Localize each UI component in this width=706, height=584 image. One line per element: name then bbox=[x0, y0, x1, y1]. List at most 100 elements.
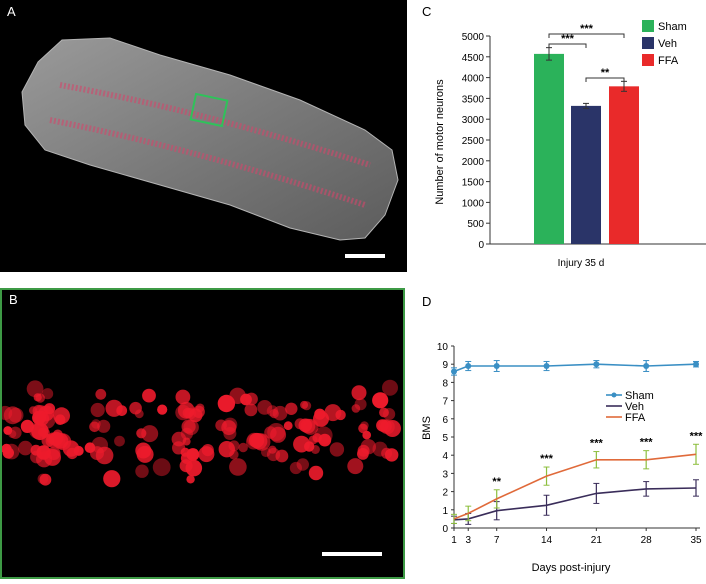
neuron-cell bbox=[257, 400, 273, 415]
spinal-cord-image bbox=[21, 37, 399, 258]
neuron-cell bbox=[182, 437, 191, 446]
neuron-cell bbox=[134, 409, 144, 419]
panel-letter-a: A bbox=[7, 4, 16, 19]
neuron-cell bbox=[335, 409, 346, 421]
motor-neuron-bar-chart: C Number of motor neurons Injury 35 d 0 5… bbox=[422, 4, 706, 269]
bar-veh bbox=[571, 105, 601, 244]
y-tick-label: 4000 bbox=[462, 74, 485, 85]
neuron-cell bbox=[141, 425, 159, 443]
neuron-cell bbox=[175, 389, 191, 405]
neuron-cell bbox=[54, 433, 72, 451]
neuron-cell bbox=[296, 458, 309, 471]
neuron-cell bbox=[20, 419, 34, 433]
panel-b-neuron-micrograph: B bbox=[0, 288, 405, 579]
neuron-cell bbox=[185, 459, 203, 477]
panel-a-spinal-cord-render: A bbox=[0, 0, 407, 272]
significance-label: *** bbox=[580, 23, 594, 35]
neuron-cell bbox=[135, 464, 149, 478]
neuron-cell bbox=[103, 470, 121, 488]
legend-label: Veh bbox=[658, 38, 677, 50]
significance-label: ** bbox=[492, 476, 501, 488]
neuron-cell bbox=[318, 433, 332, 447]
neuron-cell bbox=[362, 430, 372, 440]
panel-letter-d: D bbox=[422, 294, 431, 309]
significance-label: *** bbox=[540, 453, 554, 465]
data-point bbox=[451, 368, 457, 375]
neuron-cell bbox=[383, 408, 396, 421]
neuron-cell bbox=[302, 401, 312, 411]
data-point bbox=[465, 363, 472, 370]
neuron-cell bbox=[36, 451, 53, 468]
x-tick-label: 35 bbox=[690, 535, 702, 546]
y-tick-label: 5000 bbox=[462, 32, 485, 43]
neuron-cell bbox=[253, 433, 271, 451]
neuron-cell bbox=[18, 440, 33, 456]
neuron-cell bbox=[285, 402, 298, 415]
neuron-cell bbox=[221, 420, 237, 436]
legend-label: FFA bbox=[625, 412, 646, 424]
neuron-cell bbox=[372, 441, 388, 457]
legend-marker bbox=[611, 392, 617, 398]
x-tick-label: 14 bbox=[541, 535, 553, 546]
neuron-cell bbox=[114, 435, 125, 447]
legend-swatch bbox=[642, 54, 654, 66]
series-line-sham bbox=[453, 363, 697, 373]
neuron-cell bbox=[201, 444, 214, 457]
neuron-cell bbox=[283, 421, 293, 431]
neuron-cell bbox=[142, 388, 156, 403]
panel-c-bar-chart: C Number of motor neurons Injury 35 d 0 5… bbox=[418, 0, 706, 286]
significance-label: ** bbox=[601, 67, 610, 79]
neuron-cell bbox=[270, 426, 287, 443]
y-tick-label: 2 bbox=[442, 488, 448, 499]
significance-bracket bbox=[548, 43, 587, 48]
legend-label: Sham bbox=[658, 21, 687, 33]
neuron-cell bbox=[39, 473, 52, 486]
y-axis-label: BMS bbox=[421, 416, 433, 440]
neuron-cell bbox=[186, 475, 195, 484]
neuron-cell bbox=[229, 387, 246, 404]
neuron-cell bbox=[41, 434, 55, 447]
neuron-cell bbox=[38, 411, 56, 429]
neuron-cell bbox=[183, 419, 199, 435]
neuron-cell bbox=[42, 388, 54, 400]
y-tick-label: 4 bbox=[442, 451, 448, 462]
neuron-cell bbox=[308, 465, 324, 481]
series-line-veh bbox=[453, 487, 697, 521]
legend-label: FFA bbox=[658, 55, 679, 67]
neuron-cell bbox=[3, 406, 22, 425]
panel-d-line-chart: D BMS Days post-injury 0 1 2 3 4 5 6 7 8 9 10 1 3 7 14… bbox=[418, 288, 706, 579]
micrograph-image bbox=[0, 379, 401, 556]
y-tick-label: 2000 bbox=[462, 157, 485, 168]
neuron-cell bbox=[89, 421, 100, 433]
legend-label: Sham bbox=[625, 390, 654, 402]
x-tick-label: 3 bbox=[465, 535, 471, 546]
y-tick-label: 0 bbox=[478, 240, 484, 251]
neuron-cell bbox=[302, 418, 319, 435]
panel-letter-b: B bbox=[9, 292, 18, 307]
y-tick-label: 6 bbox=[442, 415, 448, 426]
legend-label: Veh bbox=[625, 401, 644, 413]
significance-label: *** bbox=[561, 33, 575, 45]
neuron-cell bbox=[384, 420, 401, 437]
region-of-interest-box bbox=[189, 92, 229, 128]
y-tick-label: 1500 bbox=[462, 178, 485, 189]
neuron-cell bbox=[73, 445, 84, 456]
y-tick-label: 0 bbox=[442, 524, 448, 535]
neuron-cell bbox=[229, 449, 239, 460]
significance-bracket bbox=[548, 33, 625, 38]
bar-ffa bbox=[609, 86, 639, 244]
neuron-cell bbox=[358, 423, 368, 434]
neuron-cell bbox=[9, 426, 22, 439]
significance-bracket bbox=[585, 77, 625, 82]
scale-bar bbox=[345, 254, 385, 258]
neuron-cell bbox=[244, 403, 258, 417]
y-tick-label: 2500 bbox=[462, 136, 485, 147]
neuron-cell bbox=[329, 442, 345, 457]
neuron-cell bbox=[372, 392, 389, 409]
y-tick-label: 7 bbox=[442, 397, 448, 408]
neuron-cell bbox=[382, 379, 398, 396]
data-point bbox=[543, 363, 550, 370]
y-tick-label: 3000 bbox=[462, 115, 485, 126]
neuron-cell bbox=[351, 385, 367, 401]
data-point bbox=[643, 363, 650, 370]
